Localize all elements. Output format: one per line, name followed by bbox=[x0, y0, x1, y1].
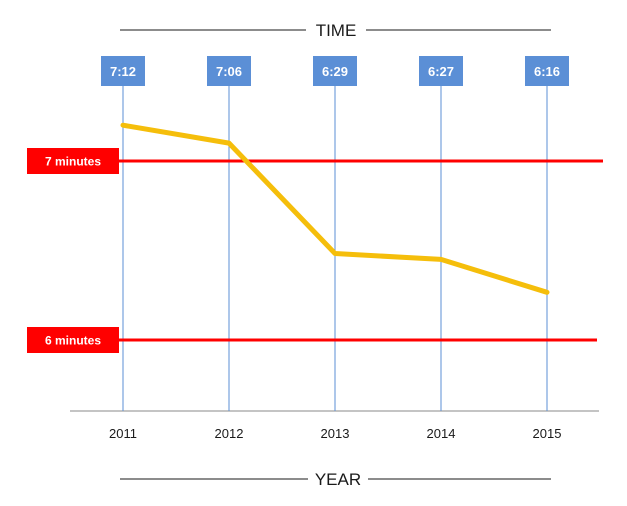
value-label-box-2015 bbox=[525, 56, 569, 86]
value-label-2013: 6:29 bbox=[322, 64, 348, 79]
reference-label-7-minutes: 7 minutes bbox=[45, 155, 101, 169]
value-label-2014: 6:27 bbox=[428, 64, 454, 79]
reference-label-box-7-minutes bbox=[27, 148, 119, 174]
x-tick-2014: 2014 bbox=[427, 426, 456, 441]
value-label-box-2012 bbox=[207, 56, 251, 86]
value-label-box-2013 bbox=[313, 56, 357, 86]
value-label-box-2011 bbox=[101, 56, 145, 86]
value-label-2012: 7:06 bbox=[216, 64, 242, 79]
x-tick-labels: 2011 2012 2013 2014 2015 bbox=[109, 426, 561, 441]
chart-title: TIME bbox=[316, 21, 357, 40]
value-label-2015: 6:16 bbox=[534, 64, 560, 79]
series-line-group bbox=[120, 122, 550, 295]
value-label-2011: 7:12 bbox=[110, 64, 136, 79]
reference-lines: 7 minutes 6 minutes bbox=[27, 148, 603, 353]
x-axis-title: YEAR bbox=[315, 470, 361, 489]
x-tick-2011: 2011 bbox=[109, 426, 137, 441]
x-tick-2013: 2013 bbox=[321, 426, 350, 441]
reference-label-6-minutes: 6 minutes bbox=[45, 334, 101, 348]
x-tick-2015: 2015 bbox=[533, 426, 562, 441]
value-label-box-2014 bbox=[419, 56, 463, 86]
value-labels: 7:12 7:06 6:29 6:27 6:16 bbox=[101, 56, 569, 86]
year-guides bbox=[122, 86, 548, 411]
reference-label-box-6-minutes bbox=[27, 327, 119, 353]
x-tick-2012: 2012 bbox=[215, 426, 244, 441]
